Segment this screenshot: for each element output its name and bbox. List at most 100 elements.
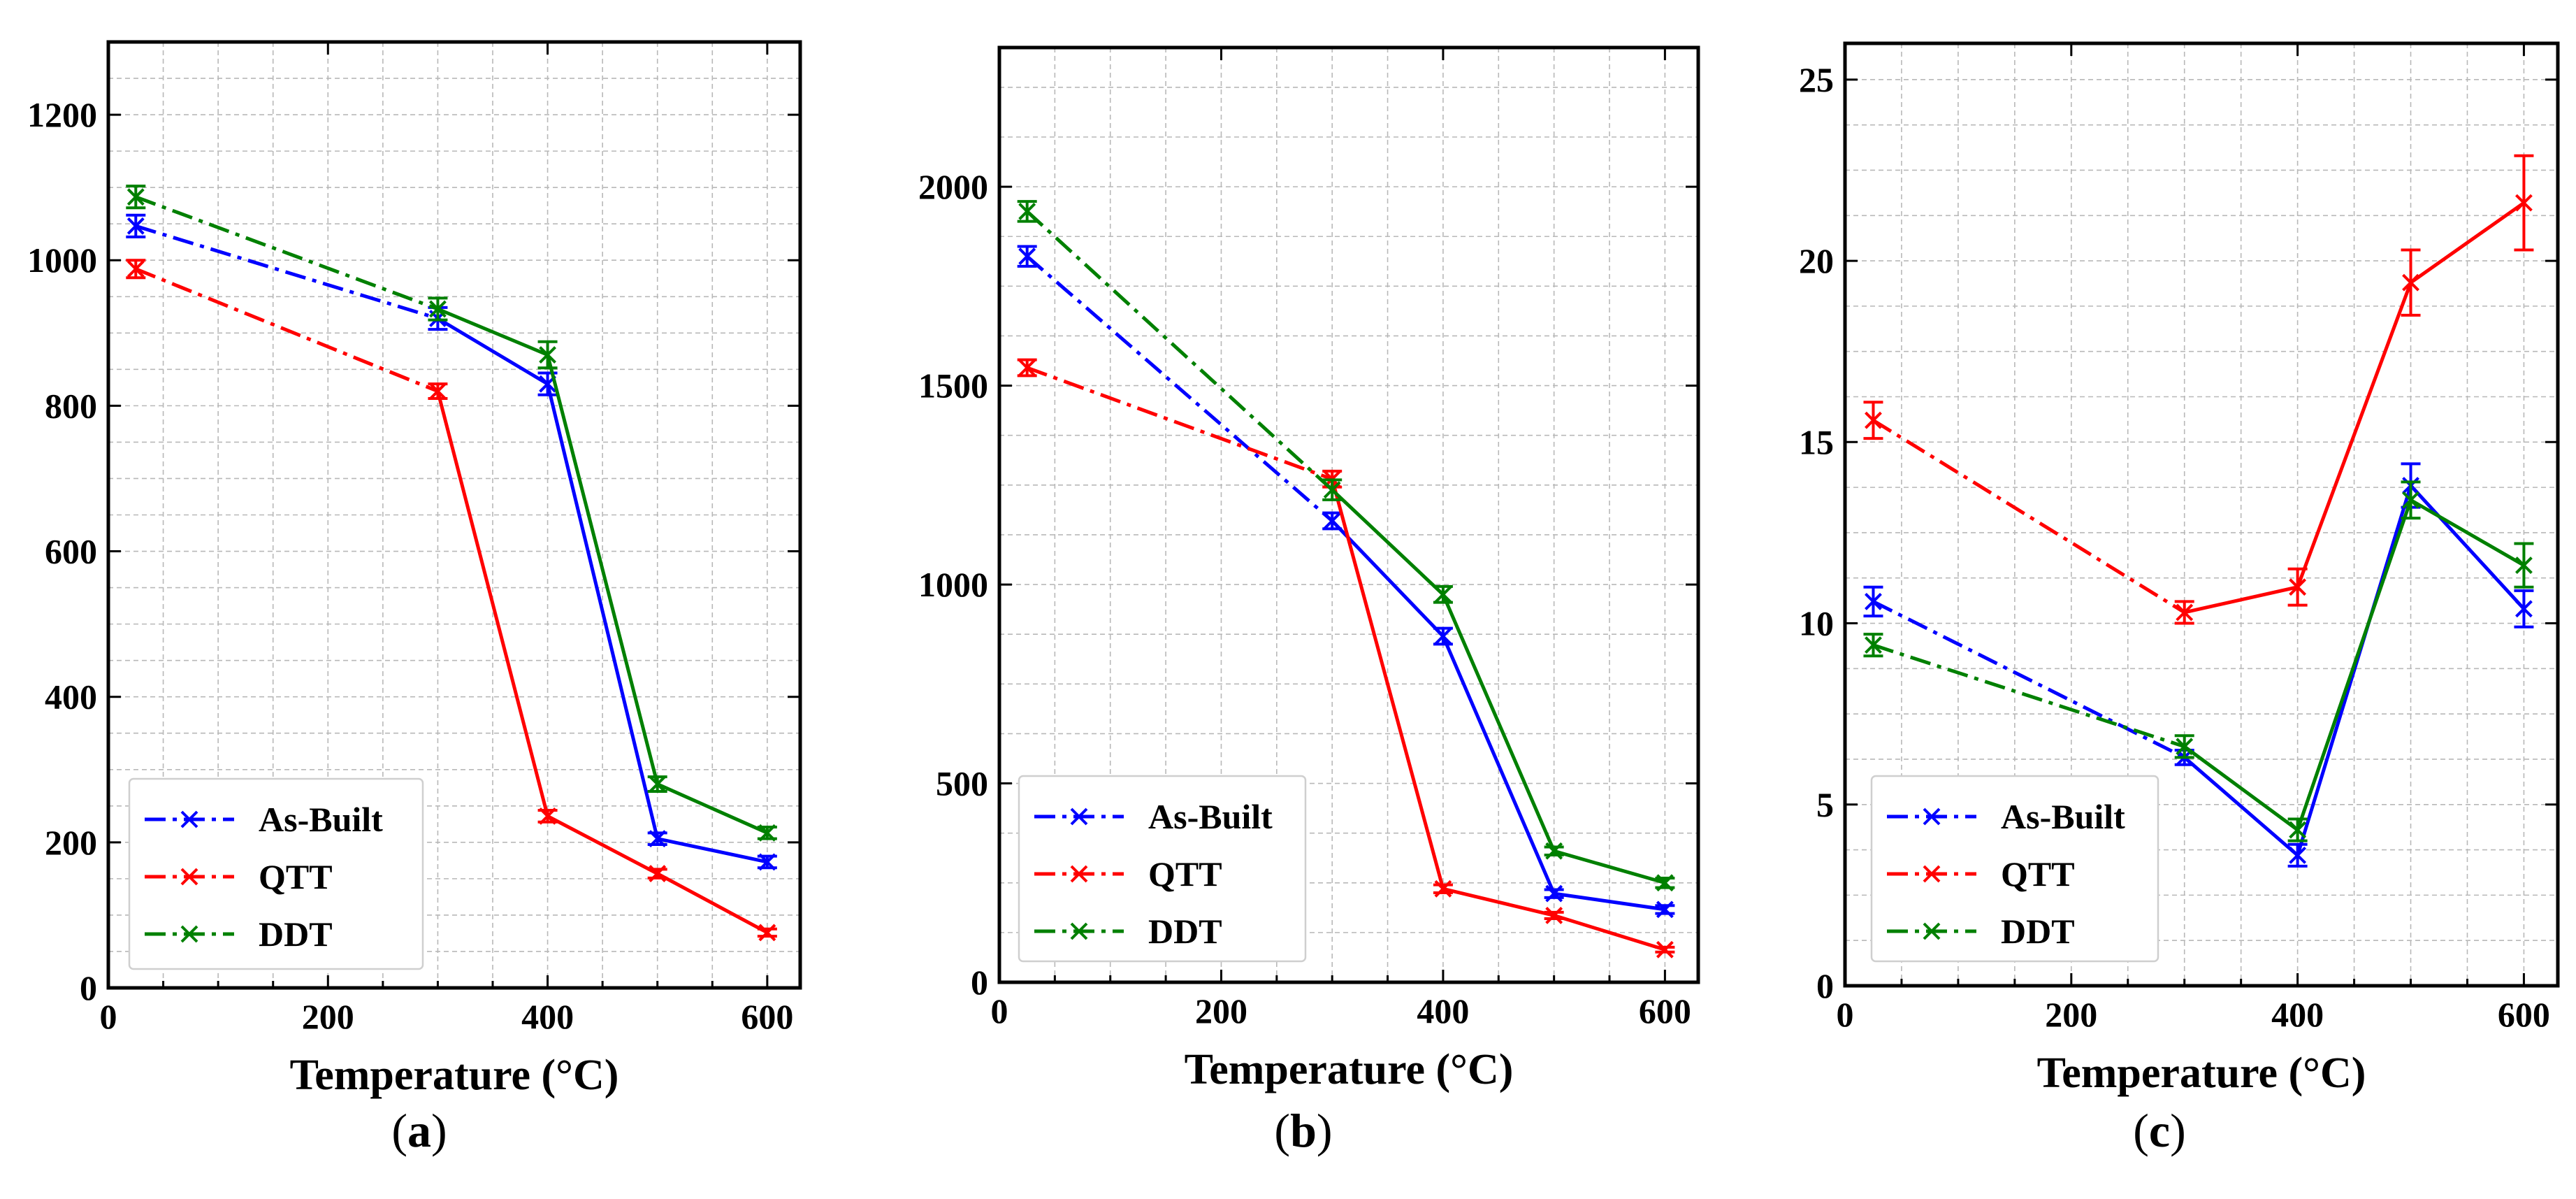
y-tick-label: 1000: [918, 565, 988, 604]
y-tick-label: 0: [80, 968, 97, 1007]
y-tick-label: 2000: [918, 167, 988, 206]
series-line-qtt: [2184, 201, 2525, 615]
series-line-ddt: [2183, 497, 2525, 833]
data-point: [1323, 512, 1341, 530]
plot-frame: [997, 45, 1700, 984]
data-point: [1545, 884, 1563, 903]
data-point: [1656, 900, 1674, 919]
data-point: [126, 217, 145, 235]
data-point: [1323, 481, 1341, 499]
series-line-as-built: [2183, 482, 2526, 859]
data-point: [1545, 907, 1563, 924]
data-point: [1434, 585, 1452, 603]
series-line-qtt: [436, 390, 769, 935]
legend-marker: [1923, 865, 1941, 883]
x-axis-title: Temperature (°C): [2037, 1049, 2366, 1097]
y-tick-label: 200: [45, 823, 97, 862]
panel-label-letter: a: [407, 1104, 431, 1157]
data-point: [2176, 738, 2194, 756]
x-tick-label: 200: [302, 997, 354, 1036]
data-point: [1865, 593, 1882, 610]
x-tick-label: 0: [991, 991, 1008, 1031]
legend-marker: [1923, 807, 1941, 826]
data-point: [1018, 202, 1036, 220]
plot-frame: [1843, 41, 2560, 988]
x-tick-label: 0: [100, 997, 117, 1036]
series-line-qtt: [135, 267, 439, 393]
y-tick-label: 0: [971, 963, 988, 1002]
data-point: [1865, 411, 1882, 429]
panel-label: (c): [2133, 1104, 2186, 1157]
data-point: [2402, 491, 2419, 509]
panel-label-letter: b: [1290, 1104, 1317, 1157]
data-point: [2289, 846, 2307, 864]
y-tick-label: 400: [45, 677, 97, 717]
series-line-ddt: [1331, 488, 1666, 885]
data-point: [2515, 194, 2533, 212]
x-tick-label: 400: [2271, 995, 2324, 1034]
x-axis-title: Temperature (°C): [290, 1051, 619, 1099]
series-line-qtt: [1026, 366, 1333, 481]
y-tick-label: 10: [1799, 604, 1834, 643]
x-tick-label: 200: [1195, 991, 1247, 1031]
y-tick-label: 0: [1816, 966, 1834, 1005]
x-tick-label: 400: [1417, 991, 1469, 1031]
data-point: [2289, 821, 2307, 839]
data-point: [1018, 359, 1036, 377]
legend-frame: [1018, 775, 1307, 963]
chart-panel-c: 0 200 400 600 0 5 10 15 20 25 Temperature (°C) As-B…: [1799, 41, 2560, 1157]
y-tick-label: 15: [1799, 422, 1834, 461]
data-point: [1434, 879, 1452, 898]
data-point: [1018, 247, 1036, 266]
legend-frame: [128, 777, 424, 970]
y-tick-label: 500: [936, 764, 988, 803]
x-tick-label: 200: [2045, 995, 2097, 1034]
x-tick-label: 400: [521, 997, 574, 1036]
legend-marker: [1923, 922, 1941, 940]
legend: As-Built QTT DDT: [128, 777, 424, 970]
data-point: [758, 853, 776, 871]
legend: As-Built QTT DDT: [1018, 775, 1307, 963]
panel-label-letter: c: [2149, 1104, 2170, 1157]
x-tick-label: 0: [1837, 995, 1854, 1034]
y-tick-label: 1000: [27, 240, 97, 280]
data-point: [758, 824, 776, 842]
series-line-as-built: [437, 317, 768, 864]
y-tick-label: 1500: [918, 366, 988, 405]
panel-label-close: ): [431, 1104, 447, 1157]
panel-label-close: ): [1317, 1104, 1333, 1157]
legend-label: QTT: [2001, 854, 2075, 893]
data-point: [758, 924, 776, 942]
legend-label: As-Built: [259, 800, 383, 839]
panel-label-open: (: [2133, 1104, 2149, 1157]
panel-label: (b): [1274, 1104, 1332, 1157]
y-tick-label: 1200: [27, 95, 97, 134]
legend-marker: [180, 868, 198, 886]
data-point: [1865, 636, 1882, 654]
y-tick-label: 600: [45, 532, 97, 571]
data-point: [429, 300, 447, 318]
data-point: [649, 830, 667, 848]
legend-label: As-Built: [1148, 797, 1273, 836]
series-line-as-built: [1872, 600, 2185, 759]
data-point: [649, 775, 667, 793]
panel-label-close: ): [2170, 1104, 2186, 1157]
legend-marker: [180, 810, 198, 828]
data-point: [1545, 842, 1563, 860]
series-line-ddt: [1025, 210, 1333, 491]
legend-label: QTT: [1148, 854, 1222, 893]
series-line-as-built: [1331, 519, 1665, 912]
x-tick-label: 600: [1639, 991, 1691, 1031]
legend-marker: [1070, 865, 1088, 883]
data-point: [2176, 603, 2194, 622]
legend-marker: [1070, 922, 1088, 940]
data-point: [1656, 874, 1674, 892]
data-point: [2289, 578, 2307, 596]
data-point: [1434, 627, 1452, 645]
series-line-qtt: [1872, 419, 2186, 615]
panel-label: (a): [391, 1104, 447, 1157]
y-tick-label: 20: [1799, 241, 1834, 280]
series-line-ddt: [135, 195, 439, 311]
chart-panel-a: 0 200 400 600 0 200 400 600 800 1000 1200 Temperatu…: [27, 40, 802, 1157]
